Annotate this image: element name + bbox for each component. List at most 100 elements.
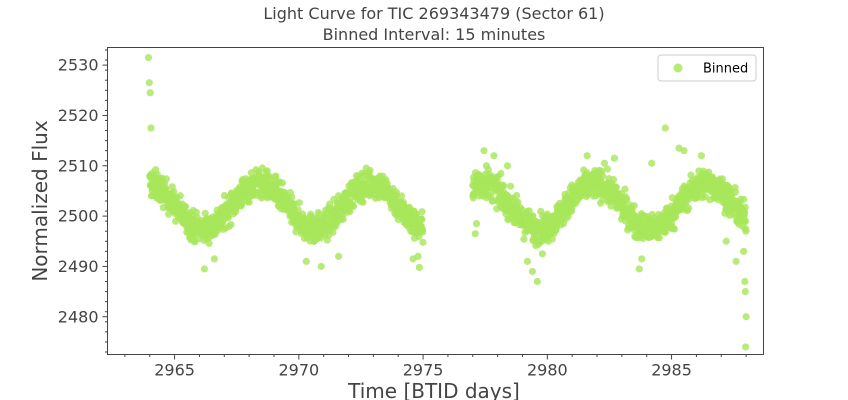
data-point	[418, 215, 426, 223]
data-point	[476, 174, 484, 182]
data-point	[200, 265, 209, 273]
y-axis-label: Normalized Flux	[28, 120, 52, 282]
data-point	[655, 234, 664, 242]
x-axis-label: Time [BTID days]	[347, 379, 520, 400]
y-tick-label: 2530	[58, 56, 99, 75]
data-point	[201, 209, 209, 217]
data-point	[732, 257, 740, 265]
data-point	[295, 199, 303, 207]
y-tick-label: 2520	[58, 106, 99, 125]
data-point	[741, 277, 749, 286]
data-point	[603, 165, 612, 173]
data-point	[210, 255, 218, 263]
y-axis: 2480 2490 2500 2510 2520 2530	[58, 49, 108, 353]
data-point	[621, 185, 629, 193]
data-point	[475, 192, 483, 200]
data-point	[162, 175, 170, 183]
data-point	[548, 235, 556, 243]
data-point	[245, 198, 253, 206]
data-point	[583, 152, 591, 160]
data-point	[412, 210, 420, 218]
data-point	[684, 204, 693, 212]
data-point	[176, 192, 184, 200]
data-point	[419, 228, 427, 236]
data-point	[731, 188, 740, 196]
data-point	[599, 172, 607, 180]
data-point	[538, 250, 546, 258]
x-tick-label: 2980	[527, 361, 568, 380]
data-point	[227, 220, 235, 229]
data-point	[609, 175, 618, 184]
data-point	[238, 199, 246, 207]
data-point	[181, 202, 190, 210]
data-point	[525, 207, 533, 215]
data-point	[740, 195, 748, 203]
data-point	[144, 53, 153, 62]
data-point	[278, 179, 287, 187]
data-point	[680, 147, 688, 155]
y-tick-label: 2500	[58, 207, 99, 226]
data-point	[638, 255, 646, 263]
data-point	[472, 220, 481, 228]
legend-label: Binned	[703, 62, 748, 77]
data-point	[670, 225, 678, 233]
y-tick-label: 2490	[58, 257, 99, 276]
plot-frame	[107, 47, 764, 355]
data-point	[661, 228, 669, 236]
data-point	[506, 182, 515, 190]
legend-box	[657, 54, 757, 82]
data-point	[419, 238, 427, 246]
legend: Binned	[657, 54, 757, 82]
data-point	[415, 263, 423, 272]
data-point	[205, 239, 213, 248]
data-point	[392, 188, 400, 196]
chart-subtitle: Binned Interval: 15 minutes	[323, 25, 546, 44]
data-point	[366, 166, 374, 175]
data-point	[359, 198, 367, 206]
data-point	[600, 159, 609, 167]
data-point	[630, 202, 638, 210]
data-point	[500, 182, 508, 190]
x-tick-label: 2970	[278, 361, 319, 380]
data-point	[513, 191, 521, 200]
data-point	[671, 213, 680, 221]
data-point	[146, 89, 154, 97]
chart-title: Light Curve for TIC 269343479 (Sector 61…	[263, 4, 604, 23]
x-tick-label: 2965	[154, 361, 195, 380]
data-point	[418, 208, 426, 216]
data-point	[533, 277, 541, 286]
data-points	[144, 53, 750, 351]
data-point	[398, 192, 406, 200]
data-point	[697, 152, 705, 160]
data-point	[317, 262, 325, 271]
data-point	[742, 313, 750, 321]
data-point	[349, 202, 358, 210]
data-point	[623, 195, 631, 204]
data-point	[741, 203, 749, 211]
data-point	[742, 227, 750, 235]
data-point	[742, 343, 750, 351]
y-tick-label: 2510	[58, 156, 99, 175]
data-point	[482, 162, 491, 170]
legend-marker	[673, 63, 683, 73]
data-point	[339, 215, 347, 223]
data-point	[740, 209, 749, 217]
data-point	[334, 252, 343, 260]
data-point	[148, 169, 156, 177]
data-point	[288, 193, 296, 201]
data-point	[520, 235, 528, 243]
data-point	[718, 175, 727, 183]
data-point	[741, 217, 750, 226]
data-point	[503, 162, 512, 170]
data-point	[529, 212, 537, 220]
data-point	[648, 159, 656, 167]
data-point	[741, 287, 749, 296]
data-point	[170, 187, 178, 196]
data-point	[272, 172, 280, 180]
data-point	[610, 154, 619, 162]
y-tick-label: 2480	[58, 307, 99, 326]
data-point	[612, 183, 621, 191]
data-point	[409, 255, 417, 263]
x-tick-label: 2985	[651, 361, 692, 380]
